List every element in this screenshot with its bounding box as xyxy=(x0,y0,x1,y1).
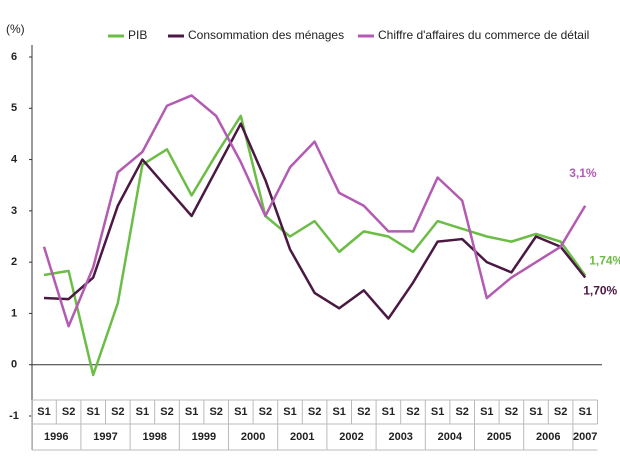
x-year-label: 2000 xyxy=(241,431,265,443)
y-tick-label: 6 xyxy=(11,51,17,63)
x-year-label: 2006 xyxy=(536,431,560,443)
x-year-label: 2003 xyxy=(388,431,412,443)
y-tick-label: 1 xyxy=(11,307,17,319)
x-year-label: 2001 xyxy=(290,431,314,443)
x-year-label: 2005 xyxy=(487,431,511,443)
x-tick-label: S2 xyxy=(554,406,567,418)
x-tick-label: S2 xyxy=(259,406,272,418)
x-year-label: 2007 xyxy=(573,431,597,443)
x-tick-label: S1 xyxy=(431,406,444,418)
x-tick-label: S1 xyxy=(86,406,99,418)
legend-label: PIB xyxy=(128,28,147,42)
x-tick-label: S1 xyxy=(382,406,395,418)
value-label: 1,70% xyxy=(583,284,617,298)
x-year-label: 1999 xyxy=(192,431,216,443)
x-tick-label: S1 xyxy=(332,406,345,418)
x-year-label: 1997 xyxy=(93,431,117,443)
y-tick-label: 2 xyxy=(11,256,17,268)
x-tick-label: S1 xyxy=(136,406,149,418)
x-year-label: 2004 xyxy=(438,431,463,443)
y-tick-label: 3 xyxy=(11,205,17,217)
x-tick-label: S1 xyxy=(480,406,493,418)
legend-label: Chiffre d'affaires du commerce de détail xyxy=(378,28,589,42)
x-tick-label: S2 xyxy=(62,406,75,418)
x-tick-label: S2 xyxy=(505,406,518,418)
x-tick-label: S2 xyxy=(406,406,419,418)
x-tick-label: S2 xyxy=(111,406,124,418)
x-tick-label: S2 xyxy=(160,406,173,418)
series-line xyxy=(43,122,587,320)
x-year-label: 1998 xyxy=(142,431,166,443)
x-tick-label: S2 xyxy=(209,406,222,418)
x-year-label: 1996 xyxy=(44,431,68,443)
x-tick-label: S1 xyxy=(578,406,591,418)
x-tick-label: S2 xyxy=(455,406,468,418)
y-axis-label: (%) xyxy=(6,22,25,36)
legend-label: Consommation des ménages xyxy=(188,28,344,42)
y-tick-label: 5 xyxy=(11,102,17,114)
value-label: 1,74% xyxy=(589,254,620,268)
x-tick-label: S1 xyxy=(234,406,247,418)
x-tick-label: S2 xyxy=(308,406,321,418)
x-tick-label: S2 xyxy=(357,406,370,418)
series-line xyxy=(43,114,587,377)
y-tick-label: 4 xyxy=(11,153,18,165)
x-tick-label: S1 xyxy=(185,406,198,418)
y-tick-label: 0 xyxy=(11,359,17,371)
x-tick-label: S1 xyxy=(283,406,296,418)
value-label: 3,1% xyxy=(569,166,597,180)
x-tick-label: S1 xyxy=(529,406,542,418)
x-year-label: 2002 xyxy=(339,431,363,443)
x-tick-label: S1 xyxy=(37,406,50,418)
y-tick-label: -1 xyxy=(9,410,19,422)
series-line xyxy=(42,94,587,328)
